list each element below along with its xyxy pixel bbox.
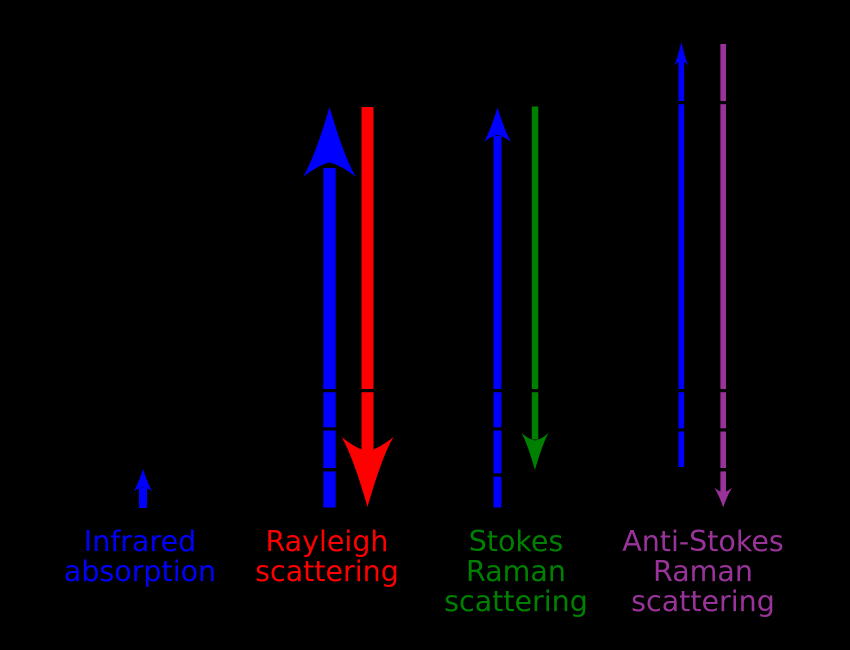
stokes-incident-arrowhead [484,107,511,142]
label-antistokes-line3: scattering [631,585,775,618]
label-antistokes-line2: Raman [653,555,753,588]
label-infrared-absorption: Infrared absorption [64,525,216,588]
rayleigh-scattered-arrow [341,107,394,507]
antistokes-scattered-shaft [720,44,726,493]
energy-level-lines [60,101,790,477]
level-line-v2-seg3 [670,428,732,432]
stokes-scattered-shaft [531,106,539,440]
level-line-v2-seg2 [487,427,509,431]
rayleigh-incident-arrowhead [303,107,356,177]
rayleigh-incident-arrow [303,107,356,508]
rayleigh-scattered-shaft [361,107,374,454]
label-antistokes-raman-scattering: Anti-Stokes Raman scattering [622,525,784,618]
stokes-scattered-arrowhead [521,433,549,470]
level-line-v1-seg1 [313,468,345,472]
label-stokes-line2: Raman [466,555,566,588]
antistokes-scattered-arrow [714,44,733,508]
stokes-incident-arrow [484,107,511,508]
level-line-v1-seg2 [487,473,509,477]
virtual-state-line [670,101,732,105]
label-rayleigh-scattering: Rayleigh scattering [255,525,399,588]
label-infrared-line1: Infrared [84,525,196,558]
infrared-arrowhead [133,469,153,492]
stokes-scattered-arrow [521,106,549,470]
rayleigh-incident-shaft [323,168,336,508]
level-line-v1-seg3 [712,468,734,472]
label-stokes-line1: Stokes [469,525,564,558]
infrared-absorption-arrow [133,469,153,508]
level-line-v3 [60,389,790,393]
infrared-arrow-shaft [139,487,147,508]
antistokes-incident-arrowhead [674,42,689,66]
antistokes-incident-shaft [678,61,685,467]
label-infrared-line2: absorption [64,555,216,588]
label-rayleigh-line1: Rayleigh [265,525,388,558]
label-stokes-line3: scattering [444,585,588,618]
rayleigh-scattered-arrowhead [341,437,394,507]
antistokes-scattered-arrowhead [714,487,733,508]
label-antistokes-line1: Anti-Stokes [622,525,784,558]
label-stokes-raman-scattering: Stokes Raman scattering [444,525,588,618]
stokes-incident-shaft [493,136,502,508]
label-rayleigh-line2: scattering [255,555,399,588]
antistokes-incident-arrow [674,42,689,467]
level-line-v2-seg1 [313,427,345,431]
